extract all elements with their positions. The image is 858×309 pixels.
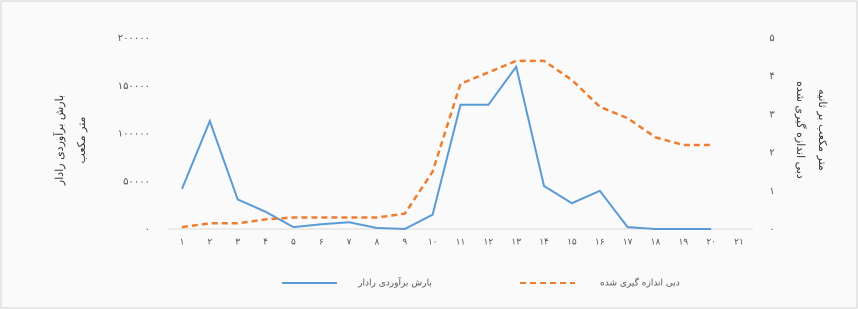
x-tick-label: ۱۷	[623, 238, 633, 248]
chart: ۰۵۰۰۰۰۱۰۰۰۰۰۱۵۰۰۰۰۲۰۰۰۰۰۰۱۲۳۴۵۱۲۳۴۵۶۷۸۹۱…	[0, 0, 858, 309]
chart-frame	[1, 1, 857, 308]
y2-tick-label: ۱	[769, 186, 774, 197]
x-tick-label: ۱۵	[567, 238, 577, 248]
y-tick-label: ۱۵۰۰۰۰	[118, 81, 150, 92]
x-tick-label: ۳	[235, 238, 240, 248]
y-tick-label: ۰	[145, 224, 150, 235]
x-tick-label: ۱۶	[595, 238, 605, 248]
x-tick-label: ۹	[402, 238, 407, 248]
x-tick-label: ۱۴	[539, 238, 549, 248]
x-tick-label: ۶	[319, 238, 324, 248]
x-tick-label: ۸	[375, 238, 380, 248]
x-tick-label: ۱۸	[651, 238, 661, 248]
x-tick-label: ۱	[180, 238, 185, 248]
y2-tick-label: ۲	[769, 148, 774, 159]
y-tick-label: ۵۰۰۰۰	[123, 176, 150, 187]
y-axis-title: بارش برآوردی رادار	[52, 95, 66, 186]
y2-tick-label: ۴	[769, 71, 774, 82]
x-tick-label: ۱۰	[428, 238, 438, 248]
x-tick-label: ۲۰	[706, 238, 716, 248]
x-tick-label: ۱۱	[456, 238, 466, 248]
x-tick-label: ۲۱	[734, 238, 744, 248]
y-tick-label: ۲۰۰۰۰۰	[118, 33, 150, 44]
x-tick-label: ۲	[207, 238, 212, 248]
x-tick-label: ۴	[263, 238, 268, 248]
y2-axis-title: متر مکعب بر ثانیه	[816, 89, 829, 171]
x-tick-label: ۷	[347, 238, 352, 248]
y2-axis-title: دبی اندازه گیری شده	[794, 81, 807, 179]
legend-label: دبی اندازه گیری شده	[600, 277, 680, 289]
x-tick-label: ۱۳	[511, 238, 521, 248]
y-tick-label: ۱۰۰۰۰۰	[118, 129, 150, 140]
y-axis-title: متر مکعب	[75, 116, 88, 163]
x-tick-label: ۱۲	[484, 238, 494, 248]
x-tick-label: ۱۹	[678, 238, 688, 248]
y2-tick-label: ۰	[769, 224, 774, 235]
legend-label: بارش برآوردی رادار	[357, 277, 432, 289]
x-tick-label: ۵	[291, 238, 296, 248]
y2-tick-label: ۳	[769, 109, 775, 120]
y2-tick-label: ۵	[769, 33, 774, 44]
